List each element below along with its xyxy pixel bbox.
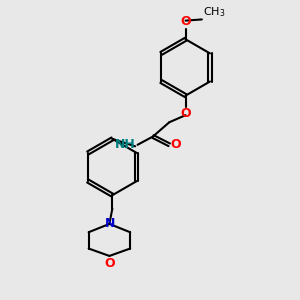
Text: O: O bbox=[104, 257, 115, 270]
Text: CH$_3$: CH$_3$ bbox=[203, 5, 226, 19]
Text: O: O bbox=[180, 15, 191, 28]
Text: O: O bbox=[180, 107, 191, 121]
Text: N: N bbox=[105, 218, 115, 230]
Text: O: O bbox=[170, 138, 181, 151]
Text: NH: NH bbox=[115, 138, 136, 151]
